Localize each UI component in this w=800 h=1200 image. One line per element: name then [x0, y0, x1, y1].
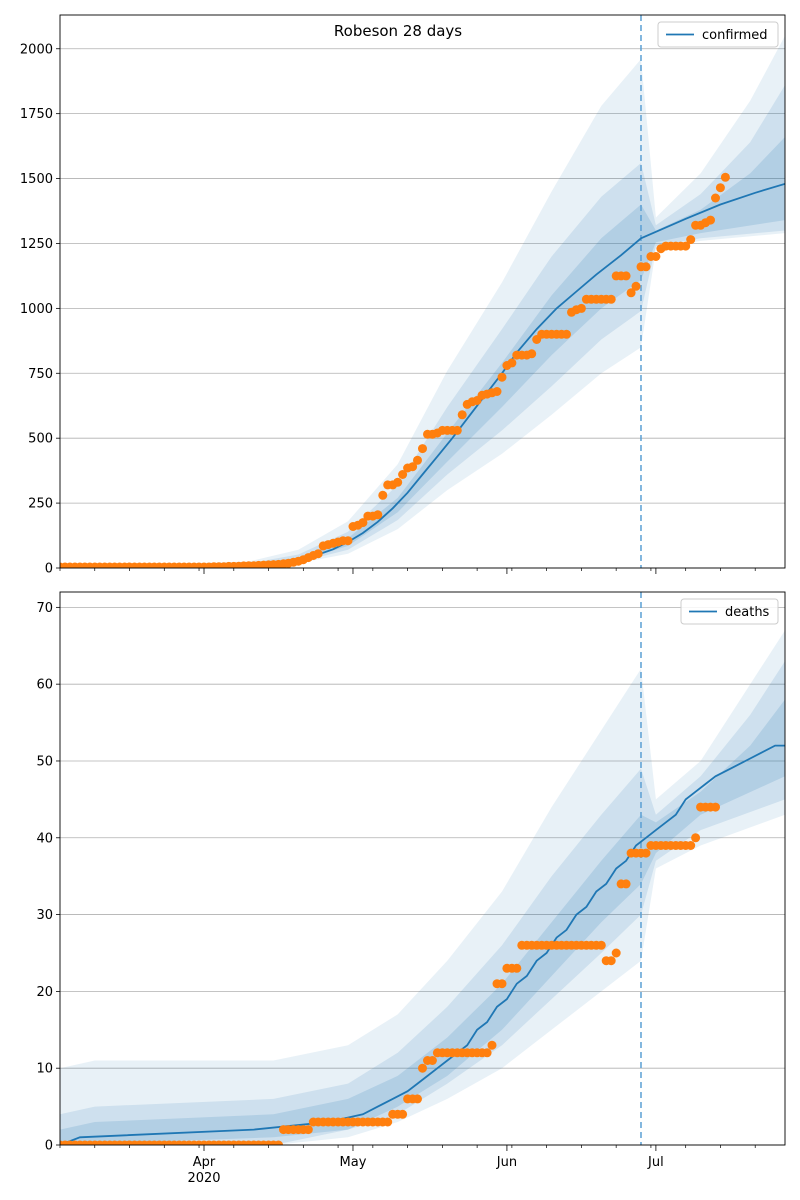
x-tick-sublabel: 2020 [187, 1171, 220, 1186]
observed-point [715, 183, 725, 193]
observed-point [611, 948, 621, 958]
observed-point [576, 303, 586, 313]
observed-point [418, 444, 427, 454]
observed-point [631, 281, 641, 291]
observed-point [398, 470, 408, 479]
y-tick-label: 2000 [20, 42, 53, 57]
observed-point [383, 1117, 393, 1127]
y-tick-label: 20 [36, 985, 53, 1000]
x-tick-label: Apr [193, 1155, 216, 1170]
observed-point [413, 1094, 422, 1104]
y-tick-label: 750 [28, 367, 53, 382]
confirmed-panel: 0 250 500 750 1000 1250 1500 1750 2000 confirmed [20, 14, 786, 577]
observed-point [606, 956, 616, 966]
x-tick-label: May [340, 1155, 367, 1170]
y-tick-label: 50 [36, 754, 53, 769]
uncertainty-band-outer [60, 35, 785, 568]
observed-point [393, 477, 403, 487]
legend: confirmed [657, 21, 779, 48]
observed-point [358, 518, 368, 528]
legend-label: deaths [725, 605, 770, 620]
observed-point [686, 841, 696, 850]
uncertainty-band-middle [60, 661, 785, 1145]
y-tick-label: 60 [36, 678, 53, 693]
observed-point [641, 262, 651, 272]
y-tick-label: 1500 [20, 172, 53, 187]
y-tick-label: 10 [36, 1062, 53, 1077]
observed-point [413, 455, 422, 465]
observed-point [681, 241, 691, 251]
y-tick-label: 30 [36, 908, 53, 923]
uncertainty-band-inner [60, 137, 785, 568]
y-tick-label: 70 [36, 601, 53, 616]
legend: deaths [680, 598, 779, 625]
axes-frame [59, 591, 786, 1146]
y-tick-label: 1250 [20, 237, 53, 252]
observed-point [497, 979, 507, 989]
observed-point [313, 549, 323, 559]
observed-point [303, 1125, 313, 1135]
observed-point [686, 235, 696, 245]
observed-point [457, 410, 467, 420]
observed-point [596, 940, 606, 950]
y-tick-label: 0 [45, 1139, 53, 1154]
legend-box [680, 598, 779, 625]
observed-point [487, 1040, 497, 1050]
observed-point [418, 1063, 427, 1073]
legend-label: confirmed [702, 28, 768, 43]
observed-point [621, 271, 631, 281]
y-tick-label: 1750 [20, 107, 53, 122]
plot-area [60, 592, 785, 1145]
y-tick-label: 250 [28, 497, 53, 512]
observed-point [492, 387, 502, 396]
observed-point [621, 879, 631, 889]
observed-point [562, 329, 571, 339]
observed-point [452, 425, 462, 435]
y-tick-label: 0 [45, 562, 53, 577]
legend-box [657, 21, 779, 48]
observed-point [706, 215, 715, 225]
observed-point [408, 462, 418, 472]
observed-point [497, 372, 507, 382]
uncertainty-band-outer [60, 630, 785, 1145]
y-tick-label: 40 [36, 831, 53, 846]
observed-point [512, 963, 522, 973]
observed-point [274, 1140, 283, 1145]
observed-point [606, 294, 616, 304]
y-tick-label: 500 [28, 432, 53, 447]
observed-point [711, 802, 720, 812]
observed-point [691, 833, 701, 843]
observed-point [527, 349, 537, 359]
observed-point [507, 358, 517, 368]
x-tick-label: Jul [647, 1155, 664, 1170]
observed-point [651, 252, 661, 261]
observed-point [427, 1056, 437, 1065]
observed-point [482, 1048, 492, 1058]
axes-frame [59, 14, 786, 569]
figure-title: Robeson 28 days [334, 22, 462, 40]
plot-area [60, 15, 785, 568]
observed-point [378, 490, 388, 500]
y-tick-label: 1000 [20, 302, 53, 317]
observed-point [398, 1109, 408, 1119]
x-tick-label: Jun [496, 1155, 517, 1170]
observed-point [373, 510, 383, 520]
observed-point [626, 288, 636, 298]
observed-point [720, 172, 730, 182]
observed-point [711, 193, 720, 203]
uncertainty-band-middle [60, 85, 785, 568]
observed-point [641, 848, 651, 858]
observed-point [343, 536, 353, 546]
